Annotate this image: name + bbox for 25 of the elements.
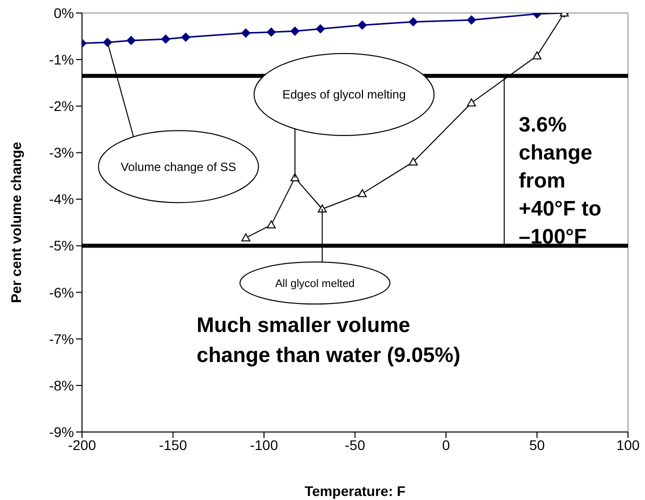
callout: Edges of glycol melting <box>254 52 435 178</box>
y-tick-label: -7% <box>49 330 74 347</box>
y-tick-label: -1% <box>49 52 74 68</box>
y-tick-label: -6% <box>49 284 74 300</box>
x-tick-label: 0 <box>442 436 450 453</box>
y-axis-title: Per cent volume change <box>8 142 24 304</box>
x-tick-label: -150 <box>158 436 188 453</box>
y-tick-label: -2% <box>49 98 74 114</box>
y-tick-label: 0% <box>54 4 74 21</box>
x-tick-label: -100 <box>250 436 278 453</box>
callout: All glycol melted <box>239 208 390 305</box>
annotation: All glycol melted <box>275 278 355 290</box>
y-tick-label: -5% <box>49 238 74 254</box>
x-tick-label: -50 <box>344 436 366 453</box>
y-tick-label: -3% <box>49 144 74 161</box>
annotation: 3.6% change from +40°F to –100°F <box>518 114 602 249</box>
annotation: Much smaller volume change than water (9.05%) <box>196 314 460 367</box>
x-axis-title: Temperature: F <box>304 483 406 499</box>
y-tick-label: -4% <box>49 191 74 208</box>
annotation: Edges of glycol melting <box>282 88 406 102</box>
annotation: Volume change of SS <box>120 160 236 174</box>
y-tick-label: -8% <box>49 377 74 394</box>
x-tick-label: 100 <box>616 436 640 453</box>
callout: Volume change of SS <box>98 42 259 204</box>
x-tick-label: 50 <box>529 436 545 453</box>
